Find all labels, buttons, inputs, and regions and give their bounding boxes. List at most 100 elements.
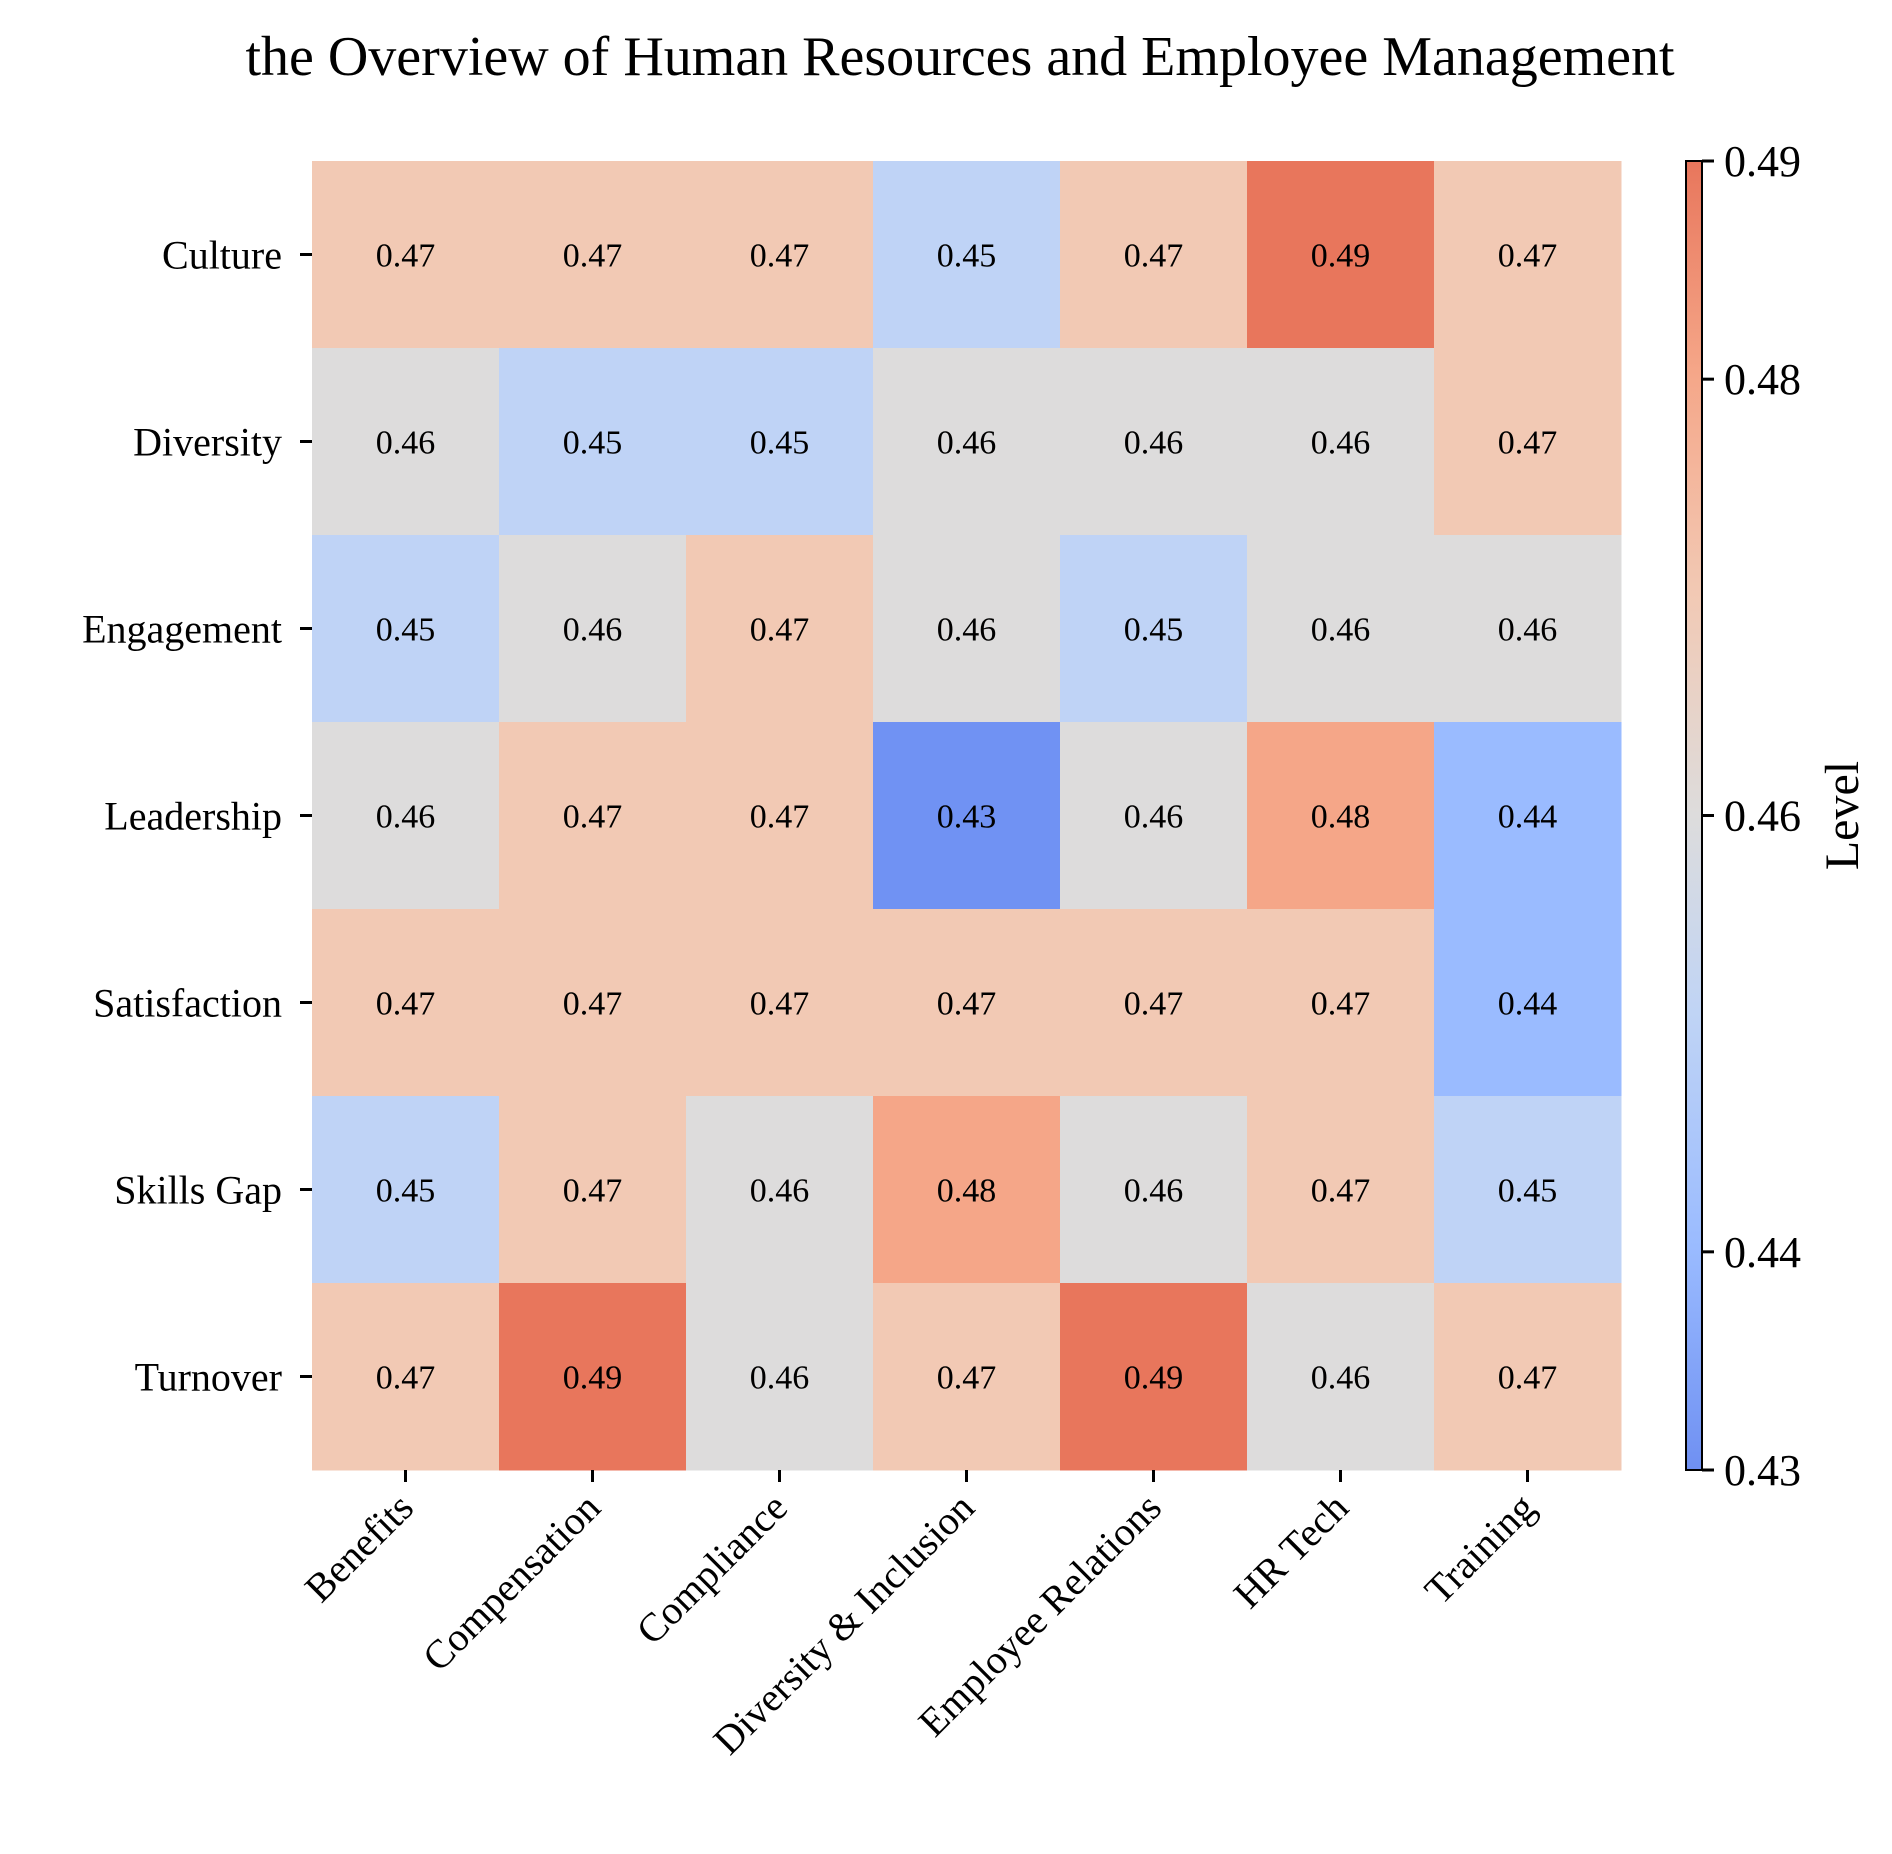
heatmap-cell <box>1247 535 1435 723</box>
heatmap-cell <box>1060 535 1248 723</box>
cell-value-label: 0.45 <box>937 238 997 275</box>
heatmap-cell <box>499 348 687 536</box>
cell-value-label: 0.45 <box>563 425 623 462</box>
cell-value-label: 0.46 <box>937 425 997 462</box>
heatmap-cell <box>312 1283 500 1471</box>
heatmap-cell <box>873 161 1061 349</box>
colorbar-gradient <box>1685 160 1703 1471</box>
heatmap-cell <box>312 535 500 723</box>
heatmap-cell <box>1060 1096 1248 1284</box>
heatmap-cell <box>1060 909 1248 1097</box>
cell-value-label: 0.48 <box>937 1173 997 1210</box>
cell-value-label: 0.47 <box>376 1360 436 1397</box>
cell-value-label: 0.48 <box>1311 799 1371 836</box>
cell-value-label: 0.46 <box>563 612 623 649</box>
y-tick-label: Satisfaction <box>93 981 282 1026</box>
heatmap-cell <box>1060 722 1248 910</box>
heatmap-cell <box>312 722 500 910</box>
heatmap-cell <box>312 1096 500 1284</box>
x-tick-label: HR Tech <box>1225 1485 1357 1617</box>
heatmap-cell <box>686 1283 874 1471</box>
colorbar-tick-label: 0.46 <box>1724 792 1801 841</box>
cell-value-label: 0.45 <box>376 1173 436 1210</box>
cell-value-label: 0.47 <box>1498 1360 1558 1397</box>
heatmap-cell <box>873 1096 1061 1284</box>
cell-value-label: 0.45 <box>750 425 810 462</box>
cell-value-label: 0.45 <box>1498 1173 1558 1210</box>
cell-value-label: 0.46 <box>750 1360 810 1397</box>
cell-value-label: 0.47 <box>937 1360 997 1397</box>
heatmap-cell <box>499 535 687 723</box>
cell-value-label: 0.46 <box>376 425 436 462</box>
x-tick-label: Benefits <box>296 1485 422 1611</box>
cell-value-label: 0.47 <box>1311 1173 1371 1210</box>
heatmap-cell <box>1434 909 1622 1097</box>
cell-value-label: 0.47 <box>563 799 623 836</box>
cell-value-label: 0.49 <box>1124 1360 1184 1397</box>
heatmap-cell <box>312 909 500 1097</box>
colorbar-tick-label: 0.44 <box>1724 1228 1801 1277</box>
cell-value-label: 0.49 <box>563 1360 623 1397</box>
heatmap-cell <box>686 348 874 536</box>
heatmap-cell <box>873 348 1061 536</box>
heatmap-cell <box>873 909 1061 1097</box>
heatmap-cell-labels: 0.47 0.47 0.47 0.45 0.47 0.49 0.47 0.46 0.45 0.45… <box>376 238 1558 1397</box>
y-tick-label: Engagement <box>82 607 282 652</box>
heatmap-cell <box>1434 161 1622 349</box>
heatmap-cell <box>873 1283 1061 1471</box>
heatmap-cell <box>499 1283 687 1471</box>
cell-value-label: 0.47 <box>563 986 623 1023</box>
cell-value-label: 0.46 <box>1498 612 1558 649</box>
heatmap-cell <box>686 909 874 1097</box>
cell-value-label: 0.47 <box>563 1173 623 1210</box>
heatmap-cell <box>1434 1283 1622 1471</box>
cell-value-label: 0.47 <box>937 986 997 1023</box>
cell-value-label: 0.47 <box>750 986 810 1023</box>
cell-value-label: 0.46 <box>1311 1360 1371 1397</box>
y-tick-label: Culture <box>162 233 282 278</box>
heatmap-cell <box>686 161 874 349</box>
heatmap-cell <box>873 722 1061 910</box>
cell-value-label: 0.46 <box>1311 425 1371 462</box>
cell-value-label: 0.45 <box>376 612 436 649</box>
cell-value-label: 0.47 <box>1311 986 1371 1023</box>
heatmap-cell <box>1247 722 1435 910</box>
cell-value-label: 0.47 <box>750 799 810 836</box>
cell-value-label: 0.46 <box>376 799 436 836</box>
colorbar-tick-label: 0.43 <box>1724 1446 1801 1495</box>
heatmap-cell <box>1247 161 1435 349</box>
heatmap-cell <box>499 722 687 910</box>
y-tick-label: Turnover <box>135 1355 282 1400</box>
heatmap-cell <box>312 161 500 349</box>
cell-value-label: 0.44 <box>1498 986 1558 1023</box>
cell-value-label: 0.49 <box>1311 238 1371 275</box>
heatmap-cell <box>686 535 874 723</box>
heatmap-cell <box>1247 1283 1435 1471</box>
heatmap-cell <box>1247 1096 1435 1284</box>
cell-value-label: 0.46 <box>1124 1173 1184 1210</box>
cell-value-label: 0.47 <box>1498 425 1558 462</box>
heatmap-cell <box>686 1096 874 1284</box>
heatmap-cell <box>499 161 687 349</box>
heatmap-cell <box>1060 348 1248 536</box>
heatmap-cell <box>1434 1096 1622 1284</box>
colorbar-tick-label: 0.49 <box>1724 137 1801 186</box>
cell-value-label: 0.46 <box>1124 799 1184 836</box>
colorbar-label: Level <box>1816 761 1869 870</box>
y-tick-label: Leadership <box>104 794 282 839</box>
heatmap-cell <box>1434 348 1622 536</box>
cell-value-label: 0.45 <box>1124 612 1184 649</box>
cell-value-label: 0.47 <box>750 238 810 275</box>
x-tick-label: Compliance <box>627 1485 795 1653</box>
heatmap-cell <box>499 909 687 1097</box>
heatmap-cell <box>1060 161 1248 349</box>
heatmap-cell <box>1247 909 1435 1097</box>
heatmap-cell <box>686 722 874 910</box>
heatmap-cell <box>873 535 1061 723</box>
y-tick-label: Skills Gap <box>114 1168 282 1213</box>
heatmap-cell <box>1060 1283 1248 1471</box>
cell-value-label: 0.47 <box>376 986 436 1023</box>
heatmap-cell <box>312 348 500 536</box>
